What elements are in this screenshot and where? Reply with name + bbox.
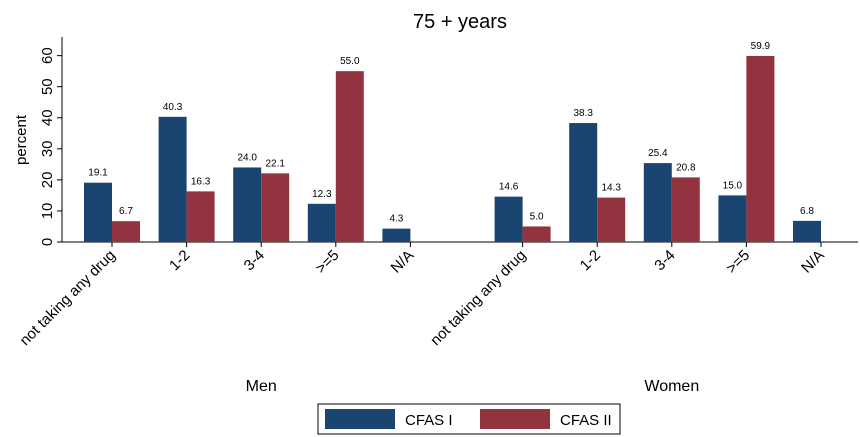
legend-swatch	[480, 409, 550, 429]
bar	[643, 163, 672, 242]
value-label: 55.0	[340, 56, 360, 67]
legend-swatch	[325, 409, 395, 429]
group-label: Men	[246, 378, 277, 395]
bar	[494, 196, 523, 242]
value-label: 20.8	[676, 162, 696, 173]
value-label: 14.3	[601, 183, 621, 194]
bar	[84, 182, 112, 242]
value-label: 19.1	[88, 168, 108, 179]
value-label: 4.3	[389, 214, 403, 225]
bar	[335, 71, 364, 243]
bar	[261, 173, 290, 242]
bar	[112, 221, 140, 242]
value-label: 40.3	[163, 102, 183, 113]
value-label: 6.7	[119, 206, 133, 217]
bar	[522, 226, 551, 242]
legend-label: CFAS I	[405, 412, 453, 429]
bar	[382, 228, 411, 242]
value-label: 5.0	[530, 211, 544, 222]
legend-label: CFAS II	[560, 412, 612, 429]
value-label: 14.6	[499, 182, 519, 193]
value-label: 22.1	[265, 158, 285, 169]
value-label: 25.4	[648, 148, 668, 159]
bar	[718, 195, 747, 242]
y-tick-label: 10	[39, 203, 56, 220]
bar	[158, 116, 187, 242]
bar	[793, 220, 821, 242]
bar	[746, 55, 775, 243]
y-tick-label: 40	[39, 109, 56, 126]
y-axis-label: percent	[13, 114, 30, 165]
y-tick-label: 60	[39, 47, 56, 64]
value-label: 24.0	[237, 152, 257, 163]
value-label: 38.3	[573, 108, 593, 119]
value-label: 6.8	[800, 206, 814, 217]
y-tick-label: 50	[39, 78, 56, 95]
bar	[186, 191, 215, 242]
value-label: 15.0	[723, 180, 743, 191]
y-tick-label: 30	[39, 140, 56, 157]
bar	[569, 123, 598, 242]
bar	[233, 167, 262, 242]
value-label: 12.3	[312, 189, 332, 200]
group-label: Women	[644, 378, 699, 395]
value-label: 59.9	[751, 41, 771, 52]
bar	[597, 197, 626, 242]
y-tick-label: 0	[39, 238, 56, 246]
value-label: 16.3	[191, 176, 211, 187]
bar	[307, 203, 336, 242]
y-tick-label: 20	[39, 172, 56, 189]
chart-title: 75 + years	[413, 11, 507, 33]
bar	[671, 177, 700, 242]
